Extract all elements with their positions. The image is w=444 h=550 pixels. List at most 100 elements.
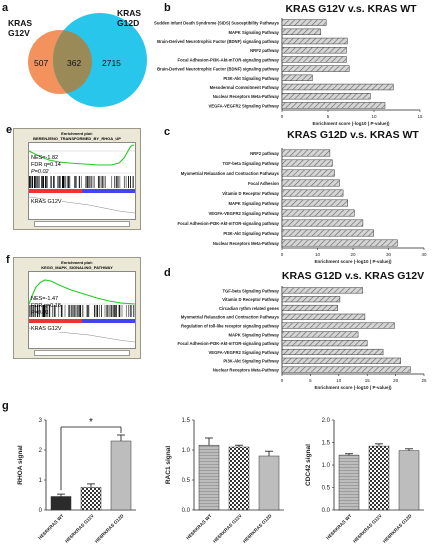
x-tick-label: HE6RKRAS G12D bbox=[242, 513, 273, 544]
category-label: Circadian rythm related genes bbox=[219, 306, 280, 311]
category-label: Focal Adhesion-PI3K-Akt-mTOR-signaling p… bbox=[178, 221, 280, 226]
bar bbox=[281, 348, 384, 356]
y-tick-label: 0.5 bbox=[182, 478, 191, 484]
x-tick-label: HE6RKRAS WT bbox=[325, 513, 352, 540]
bar bbox=[368, 445, 390, 511]
category-label: Nuclear Receptors Meta-Pathway bbox=[213, 94, 280, 99]
category-label: Brain-Derived Neurotrophic Factor (BDNF)… bbox=[157, 39, 280, 44]
gsea-e-group: KRAS G12V bbox=[31, 199, 62, 205]
category-label: TGF-beta Signaling Pathway bbox=[222, 161, 279, 166]
x-tick-label: 10 bbox=[371, 114, 377, 119]
gsea-f-enrichment-line bbox=[28, 279, 136, 305]
bar bbox=[281, 357, 401, 364]
x-tick-label: HE6RKRAS G12D bbox=[382, 513, 413, 544]
bar bbox=[110, 440, 132, 511]
gsea-e-subtitle: BERENJENO_TRANSFORMED_BY_RHOA_UP bbox=[33, 136, 121, 141]
bar bbox=[281, 340, 368, 347]
category-label: Myometrial Relaxation and Contraction Pa… bbox=[181, 315, 280, 320]
venn-left-count: 507 bbox=[34, 58, 48, 68]
category-label: Mesodermal Commitment Pathway bbox=[210, 85, 280, 90]
x-tick-label: 10 bbox=[315, 252, 321, 257]
category-label: Sudden Infant Death Syndrome (SIDS) Susc… bbox=[154, 21, 280, 26]
bar bbox=[281, 83, 394, 91]
gsea-e-curve bbox=[28, 144, 136, 214]
y-tick-label: 1.0 bbox=[182, 448, 191, 454]
bar bbox=[281, 169, 335, 177]
y-tick-label: 0.0 bbox=[322, 508, 331, 514]
hbar-chart-d: KRAS G12D v.s. KRAS G12V TGF-beta Signali… bbox=[178, 270, 427, 390]
x-axis-label: Enrichment score (-log10 ( P-value)) bbox=[314, 259, 392, 264]
bar bbox=[398, 450, 420, 511]
panel-label-g: g bbox=[2, 400, 9, 412]
x-tick-label: 40 bbox=[421, 252, 427, 257]
gsea-f-hits bbox=[28, 305, 135, 317]
category-label: PI3K-Akt Signaling Pathway bbox=[223, 231, 279, 236]
category-label: Focal Adhesion-PI3K-Akt-mTOR-signaling p… bbox=[178, 57, 280, 62]
category-label: Myometrial Relaxation and Contraction Pa… bbox=[181, 171, 280, 176]
x-tick-label: 20 bbox=[393, 378, 399, 383]
bar bbox=[281, 189, 344, 197]
bar bbox=[281, 229, 374, 237]
gsea-e-title: Enrichment plot: bbox=[61, 131, 93, 136]
category-label: MAPK Signaling Pathway bbox=[229, 30, 280, 35]
gsea-f-title: Enrichment plot: bbox=[61, 260, 93, 265]
bar bbox=[228, 446, 250, 511]
chart-title: KRAS G12D v.s. KRAS G12V bbox=[282, 270, 424, 282]
category-label: MAPK Signaling Pathway bbox=[229, 332, 280, 337]
gsea-e-enrichment-line bbox=[28, 144, 135, 166]
bar bbox=[281, 159, 333, 167]
y-tick-label: 1.5 bbox=[322, 441, 331, 447]
bar bbox=[281, 331, 359, 338]
bar bbox=[281, 102, 386, 109]
gsea-f-curve bbox=[28, 279, 136, 343]
x-tick-label: HE6RKRAS G12V bbox=[64, 513, 95, 544]
x-tick-label: HE6RKRAS G12V bbox=[352, 513, 383, 544]
x-tick-label: HE6RKRAS WT bbox=[37, 513, 64, 540]
category-label: Regulation of toll-like receptor signali… bbox=[181, 324, 280, 329]
x-tick-label: 0 bbox=[281, 114, 284, 119]
bar bbox=[281, 304, 338, 312]
category-label: Focal Adhesion bbox=[248, 181, 279, 186]
x-tick-label: 15 bbox=[365, 378, 371, 383]
y-axis-label: RAC1 signal bbox=[165, 446, 172, 484]
gsea-e-frame bbox=[28, 142, 136, 220]
x-tick-label: 15 bbox=[417, 114, 423, 119]
gsea-f-frame bbox=[28, 271, 136, 349]
x-tick-label: 25 bbox=[421, 378, 427, 383]
panel-label-f: f bbox=[6, 254, 10, 266]
hbar-chart-b: KRAS G12V v.s. KRAS WT Sudden Infant Deat… bbox=[154, 3, 423, 126]
x-tick-label: 5 bbox=[327, 114, 330, 119]
x-axis-label: Enrichment score (-log10 ( P-value)) bbox=[314, 385, 392, 390]
gsea-e-fdr: FDR q=0.14 bbox=[31, 162, 61, 168]
x-tick-label: HE6RKRAS WT bbox=[185, 513, 212, 540]
y-tick-label: 0 bbox=[39, 508, 43, 514]
venn-overlap bbox=[52, 30, 93, 94]
y-tick-label: 1.0 bbox=[322, 463, 331, 469]
bar bbox=[281, 366, 411, 373]
bar bbox=[281, 199, 348, 207]
y-tick-label: 0.0 bbox=[182, 508, 191, 514]
category-label: Vitamin D Receptor Pathway bbox=[222, 191, 279, 196]
venn-overlap-count: 362 bbox=[67, 58, 81, 68]
gsea-e-nes: NES=-1.82 bbox=[31, 155, 59, 161]
venn-left-label: KRAS G12V bbox=[8, 18, 32, 38]
bar bbox=[281, 209, 355, 217]
bar bbox=[281, 28, 321, 36]
gsea-e-hits bbox=[28, 176, 134, 188]
y-tick-label: 2 bbox=[39, 448, 43, 454]
x-tick-label: 10 bbox=[336, 378, 342, 383]
gsea-plot-f: Enrichment plot: KEGG_MAPK_SIGNALING_PAT… bbox=[13, 257, 141, 359]
bar bbox=[281, 37, 348, 45]
x-tick-label: HE6RKRAS G12D bbox=[94, 513, 125, 544]
bar bbox=[281, 313, 366, 320]
category-label: Nuclear Receptors Meta-Pathway bbox=[213, 368, 280, 373]
bar bbox=[281, 65, 350, 72]
gsea-f-legend bbox=[34, 350, 130, 356]
gsea-plot-e: Enrichment plot: BERENJENO_TRANSFORMED_B… bbox=[13, 128, 141, 230]
bar bbox=[281, 322, 395, 329]
category-label: Vitamin D Receptor Pathway bbox=[222, 297, 279, 302]
x-axis-label: Enrichment score (-log10 ( P-value)) bbox=[312, 121, 390, 126]
y-tick-label: 1 bbox=[39, 478, 43, 484]
gsea-e-p: P=0.02 bbox=[31, 169, 49, 175]
